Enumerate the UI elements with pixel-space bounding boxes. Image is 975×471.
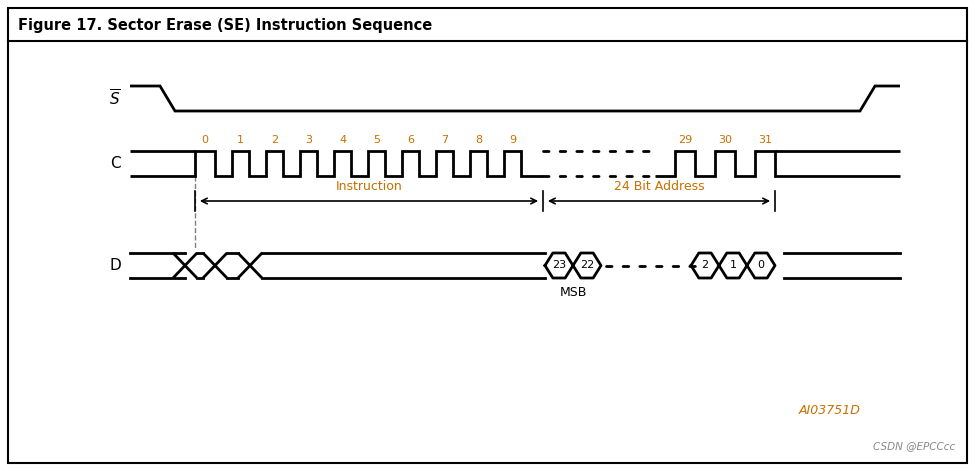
Text: D: D xyxy=(109,258,121,273)
Text: 6: 6 xyxy=(407,135,414,145)
Text: 1: 1 xyxy=(729,260,736,270)
Text: 7: 7 xyxy=(441,135,448,145)
Text: 4: 4 xyxy=(339,135,346,145)
Text: Figure 17. Sector Erase (SE) Instruction Sequence: Figure 17. Sector Erase (SE) Instruction… xyxy=(18,18,432,33)
Text: AI03751D: AI03751D xyxy=(800,405,861,417)
Text: 22: 22 xyxy=(580,260,594,270)
Text: 1: 1 xyxy=(237,135,244,145)
Text: 5: 5 xyxy=(373,135,380,145)
Text: 23: 23 xyxy=(552,260,566,270)
Text: 9: 9 xyxy=(509,135,516,145)
Text: 8: 8 xyxy=(475,135,482,145)
Text: 2: 2 xyxy=(271,135,278,145)
Text: 2: 2 xyxy=(701,260,709,270)
Text: CSDN @EPCCcc: CSDN @EPCCcc xyxy=(873,441,955,451)
Text: 0: 0 xyxy=(758,260,764,270)
Text: 24 Bit Address: 24 Bit Address xyxy=(613,180,704,193)
Text: C: C xyxy=(109,156,120,171)
Text: MSB: MSB xyxy=(560,286,587,299)
Text: 30: 30 xyxy=(718,135,732,145)
Text: 0: 0 xyxy=(202,135,209,145)
Text: 29: 29 xyxy=(678,135,692,145)
Text: 31: 31 xyxy=(758,135,772,145)
Text: $\overline{S}$: $\overline{S}$ xyxy=(109,89,121,108)
Text: Instruction: Instruction xyxy=(335,180,403,193)
Text: 3: 3 xyxy=(305,135,312,145)
